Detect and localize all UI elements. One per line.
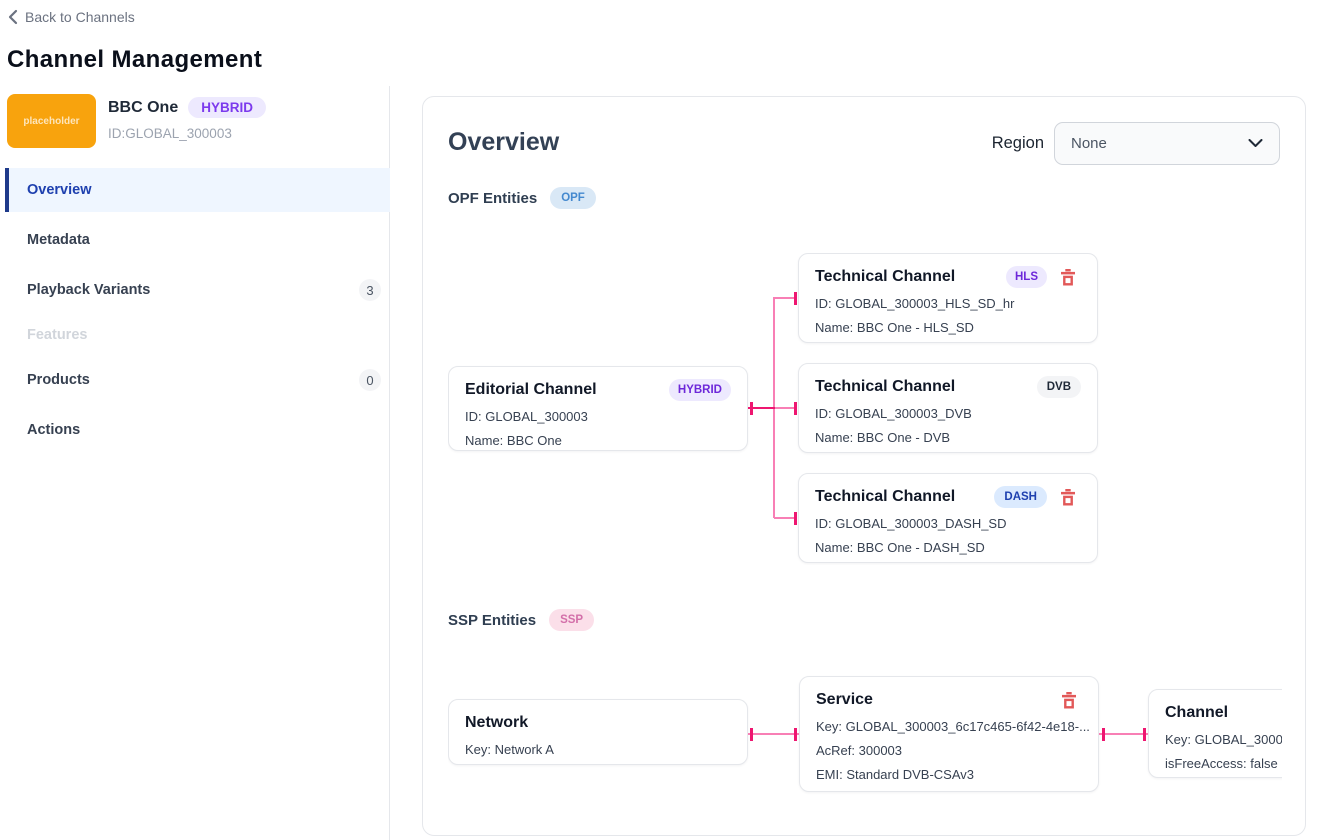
trash-icon — [1061, 488, 1075, 506]
card-line-key: Key: Network A — [465, 742, 554, 757]
ssp-channel-card: Channel Key: GLOBAL_30000 isFreeAccess: … — [1148, 689, 1282, 778]
playback-variants-count-badge: 3 — [359, 279, 381, 301]
chevron-down-icon — [1248, 139, 1263, 147]
region-select-value: None — [1071, 135, 1107, 152]
sidebar-nav: Overview Metadata Playback Variants 3 Fe… — [0, 168, 390, 458]
delete-dash-button[interactable] — [1061, 488, 1075, 506]
panel-title: Overview — [448, 128, 560, 156]
editorial-channel-card: Editorial Channel HYBRID ID: GLOBAL_3000… — [448, 366, 748, 451]
connector-editorial — [748, 406, 775, 410]
ssp-badge: SSP — [549, 608, 595, 632]
card-line-id: ID: GLOBAL_300003_DASH_SD — [815, 516, 1007, 531]
connector-cap — [794, 401, 797, 415]
sidebar-item-products[interactable]: Products 0 — [5, 358, 390, 402]
sidebar-item-label: Actions — [27, 422, 81, 438]
sidebar-item-label: Features — [27, 327, 88, 343]
delete-hls-button[interactable] — [1061, 268, 1075, 286]
opf-diagram: Editorial Channel HYBRID ID: GLOBAL_3000… — [448, 253, 1282, 565]
sidebar-item-overview[interactable]: Overview — [5, 168, 390, 212]
card-line-key: Key: GLOBAL_300003_6c17c465-6f42-4e18-..… — [816, 719, 1090, 734]
connector-hls — [774, 296, 796, 300]
opf-badge: OPF — [550, 186, 596, 210]
back-to-channels-link[interactable]: Back to Channels — [7, 9, 135, 25]
card-line-name: Name: BBC One - DASH_SD — [815, 540, 985, 555]
connector-cap — [1143, 727, 1146, 741]
overview-panel: Overview Region None OPF Entities OPF Ed… — [422, 96, 1306, 836]
products-count-badge: 0 — [359, 369, 381, 391]
connector-dvb — [775, 406, 796, 410]
card-line-id: ID: GLOBAL_300003_DVB — [815, 406, 972, 421]
dash-badge: DASH — [994, 486, 1047, 508]
card-line-id: ID: GLOBAL_300003_HLS_SD_hr — [815, 296, 1015, 311]
card-line-name: Name: BBC One - DVB — [815, 430, 951, 445]
channel-id: ID:GLOBAL_300003 — [108, 126, 232, 141]
channel-name: BBC One — [108, 98, 179, 116]
connector-cap — [750, 727, 753, 741]
channel-type-badge: HYBRID — [188, 97, 266, 118]
network-card: Network Key: Network A — [448, 699, 748, 765]
sidebar-item-playback-variants[interactable]: Playback Variants 3 — [5, 268, 390, 312]
sidebar: placeholder BBC One HYBRID ID:GLOBAL_300… — [0, 86, 390, 840]
trash-icon — [1062, 691, 1076, 709]
sidebar-item-label: Products — [27, 372, 90, 388]
card-line-isfreeaccess: isFreeAccess: false — [1165, 756, 1278, 771]
channel-logo: placeholder — [7, 94, 96, 148]
card-title: Technical Channel — [815, 268, 956, 285]
card-line-emi: EMI: Standard DVB-CSAv3 — [816, 767, 974, 782]
connector-network-service — [748, 732, 799, 736]
card-title: Technical Channel — [815, 488, 956, 505]
connector-dash — [774, 516, 796, 520]
card-line-key: Key: GLOBAL_30000 — [1165, 732, 1282, 747]
sidebar-item-actions[interactable]: Actions — [5, 408, 390, 452]
connector-service-channel — [1099, 732, 1148, 736]
hls-badge: HLS — [1006, 266, 1047, 288]
card-title: Channel — [1165, 704, 1229, 721]
ssp-diagram: Network Key: Network A Service Key: GLOB… — [448, 661, 1282, 803]
connector-cap — [750, 401, 753, 415]
back-link-label: Back to Channels — [25, 9, 135, 25]
channel-logo-text: placeholder — [23, 115, 80, 127]
page-title: Channel Management — [7, 46, 263, 73]
card-title: Service — [816, 691, 873, 708]
card-title: Network — [465, 714, 529, 731]
dvb-badge: DVB — [1036, 376, 1081, 398]
region-label: Region — [991, 134, 1044, 152]
region-select[interactable]: None — [1054, 122, 1280, 165]
connector-cap — [794, 291, 797, 305]
delete-service-button[interactable] — [1062, 691, 1076, 709]
sidebar-item-metadata[interactable]: Metadata — [5, 218, 390, 262]
service-card: Service Key: GLOBAL_300003_6c17c465-6f42… — [799, 676, 1099, 792]
card-line-name: Name: BBC One - HLS_SD — [815, 320, 974, 335]
chevron-left-icon — [8, 9, 18, 25]
region-control: Region None — [992, 122, 1280, 165]
hybrid-badge: HYBRID — [668, 379, 731, 401]
ssp-section-header: SSP Entities SSP — [448, 608, 595, 632]
technical-channel-dash-card: Technical Channel DASH ID: GLOBAL_300003… — [798, 473, 1098, 563]
card-line-acref: AcRef: 300003 — [816, 743, 903, 758]
opf-section-title: OPF Entities — [448, 189, 538, 207]
connector-cap — [794, 511, 797, 525]
trash-icon — [1061, 268, 1075, 286]
card-title: Editorial Channel — [465, 381, 597, 398]
opf-section-header: OPF Entities OPF — [448, 186, 596, 210]
sidebar-item-features: Features — [5, 313, 390, 357]
technical-channel-dvb-card: Technical Channel DVB ID: GLOBAL_300003_… — [798, 363, 1098, 453]
sidebar-item-label: Playback Variants — [27, 282, 151, 298]
sidebar-item-label: Overview — [27, 182, 92, 198]
technical-channel-hls-card: Technical Channel HLS ID: GLOBAL_300003_… — [798, 253, 1098, 343]
topbar: Back to Channels — [7, 9, 135, 25]
card-line-name: Name: BBC One — [465, 433, 562, 448]
connector-cap — [1102, 727, 1105, 741]
sidebar-item-label: Metadata — [27, 232, 90, 248]
card-title: Technical Channel — [815, 378, 956, 395]
connector-cap — [794, 727, 797, 741]
ssp-section-title: SSP Entities — [448, 611, 537, 629]
card-line-id: ID: GLOBAL_300003 — [465, 409, 588, 424]
